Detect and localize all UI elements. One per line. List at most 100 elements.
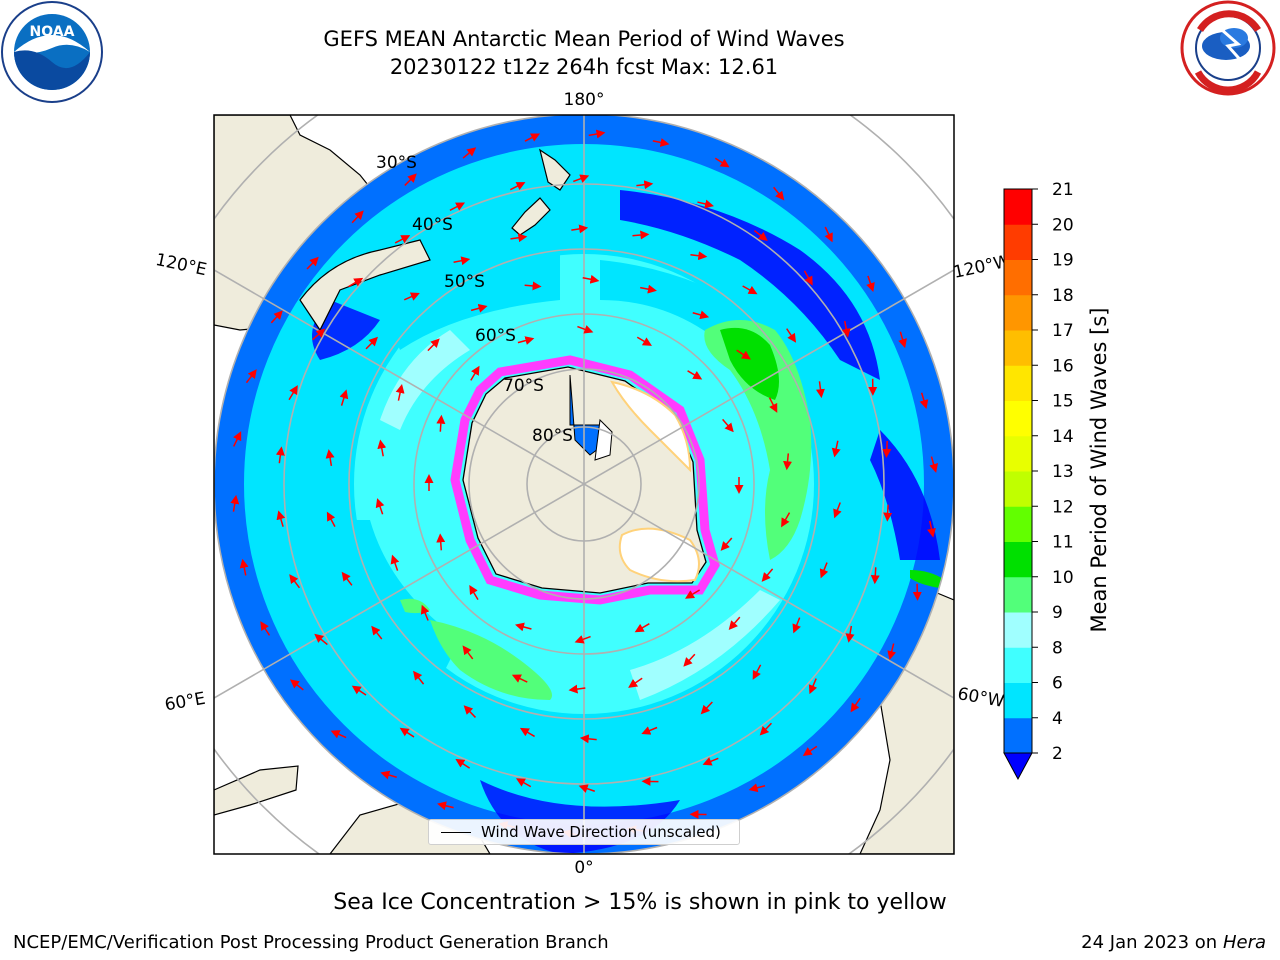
wind-wave-arrow bbox=[436, 414, 446, 432]
wind-wave-arrow bbox=[898, 331, 907, 349]
wind-wave-arrow bbox=[371, 625, 383, 640]
lon-label-180: 180° bbox=[564, 90, 605, 110]
wind-wave-arrow bbox=[470, 303, 488, 313]
footer-date: 24 Jan 2023 on Hera bbox=[1081, 932, 1266, 953]
wind-wave-arrow bbox=[289, 679, 304, 691]
wind-wave-arrow bbox=[702, 757, 719, 766]
wind-wave-arrow bbox=[783, 453, 793, 471]
graticule bbox=[214, 115, 954, 854]
wind-wave-arrow bbox=[239, 558, 249, 576]
land-in-disc bbox=[299, 148, 571, 332]
wind-wave-arrow bbox=[524, 133, 541, 142]
wind-wave-arrow bbox=[722, 418, 734, 433]
wind-wave-arrow bbox=[753, 229, 768, 241]
wind-wave-arrow bbox=[687, 370, 703, 380]
lat-label-60s: 60°S bbox=[475, 326, 516, 346]
colorbar-segment bbox=[1004, 294, 1032, 331]
wind-wave-arrow bbox=[700, 701, 713, 715]
footer-branch: NCEP/EMC/Verification Post Processing Pr… bbox=[13, 932, 609, 953]
wind-wave-arrow bbox=[404, 173, 417, 186]
wind-wave-arrow bbox=[831, 440, 841, 458]
wind-wave-arrow bbox=[509, 182, 526, 191]
colorbar-segment bbox=[1004, 541, 1032, 578]
wind-wave-arrow bbox=[636, 180, 654, 190]
wind-wave-arrow bbox=[462, 645, 474, 660]
wind-wave-arrow bbox=[736, 349, 751, 360]
wind-wave-arrow bbox=[455, 758, 471, 769]
wind-wave-arrow bbox=[685, 589, 700, 599]
wind-wave-arrow bbox=[395, 384, 405, 401]
colorbar-tick-label: 4 bbox=[1052, 709, 1063, 729]
wind-wave-arrow bbox=[470, 365, 480, 381]
wind-wave-arrow bbox=[786, 328, 797, 343]
wind-wave-arrow bbox=[377, 439, 387, 457]
wind-wave-arrow bbox=[577, 325, 594, 334]
wind-wave-arrow bbox=[929, 456, 938, 473]
wind-wave-arrow bbox=[230, 494, 240, 512]
footer-machine: Hera bbox=[1222, 932, 1266, 953]
colorbar-segment bbox=[1004, 647, 1032, 683]
colorbar-tick-label: 18 bbox=[1052, 286, 1074, 306]
wind-wave-arrow bbox=[579, 734, 597, 744]
wind-wave-arrow bbox=[469, 585, 479, 600]
wind-wave-arrow bbox=[574, 635, 591, 644]
wind-wave-arrow bbox=[453, 256, 471, 266]
lon-label-120w: 120°W bbox=[952, 251, 1013, 283]
noaa-logo-text: NOAA bbox=[30, 24, 75, 40]
wind-wave-arrow bbox=[330, 730, 347, 739]
wind-wave-arrow bbox=[632, 230, 650, 240]
wind-wave-arrow bbox=[515, 778, 532, 788]
sea-ice-note: Sea Ice Concentration > 15% is shown in … bbox=[333, 890, 947, 915]
wind-wave-arrow bbox=[571, 224, 589, 234]
colorbar-tick-label: 10 bbox=[1052, 568, 1074, 588]
wind-wave-arrow bbox=[927, 520, 936, 538]
wind-wave-arrow bbox=[841, 320, 851, 338]
wind-wave-arrow bbox=[403, 292, 420, 301]
wind-wave-arrow bbox=[720, 537, 733, 551]
wind-wave-arrow bbox=[690, 251, 708, 261]
lat-label-80s: 80°S bbox=[532, 426, 573, 446]
wind-wave-arrow bbox=[714, 157, 730, 168]
wind-wave-arrow bbox=[524, 281, 542, 291]
colorbar-segment bbox=[1004, 717, 1032, 754]
wind-wave-arrow bbox=[449, 202, 466, 211]
wind-wave-arrow bbox=[919, 392, 929, 410]
wind-wave-arrow bbox=[519, 727, 535, 738]
wind-wave-arrow bbox=[683, 653, 696, 667]
wind-wave-arrow bbox=[233, 431, 242, 447]
colorbar-segment bbox=[1004, 435, 1032, 472]
colorbar-tick-label: 16 bbox=[1052, 356, 1074, 376]
colorbar-tick-label: 15 bbox=[1052, 392, 1074, 412]
wind-wave-arrow bbox=[819, 562, 829, 579]
wind-wave-arrow bbox=[866, 275, 875, 292]
colorbar-segment bbox=[1004, 189, 1032, 225]
wind-wave-arrow bbox=[365, 336, 378, 350]
wind-wave-arrow bbox=[628, 677, 643, 688]
wind-wave-arrow bbox=[351, 685, 367, 696]
wind-wave-arrow bbox=[748, 783, 766, 793]
wind-wave-arrow bbox=[815, 381, 825, 399]
wind-wave-arrow bbox=[325, 449, 335, 466]
chart-subtitle: 20230122 t12z 264h fcst Max: 12.61 bbox=[389, 55, 779, 79]
wind-wave-arrow bbox=[640, 284, 657, 294]
wind-wave-arrow bbox=[511, 674, 528, 683]
wind-wave-arrow bbox=[882, 440, 892, 458]
wind-wave-arrow bbox=[420, 604, 430, 621]
colorbar-under-triangle bbox=[1003, 752, 1033, 781]
wind-wave-arrow bbox=[436, 533, 446, 551]
wind-wave-arrow bbox=[260, 621, 271, 636]
wind-wave-arrow bbox=[390, 554, 400, 571]
colorbar-tick-label: 19 bbox=[1052, 251, 1074, 271]
wind-wave-arrow bbox=[588, 129, 606, 139]
wind-wave-arrow bbox=[634, 623, 650, 633]
colorbar-tick-label: 17 bbox=[1052, 321, 1074, 341]
lat-label-30s: 30°S bbox=[376, 153, 417, 173]
legend-line-swatch bbox=[441, 831, 471, 833]
colorbar-segment bbox=[1004, 612, 1032, 648]
wind-wave-arrow bbox=[808, 678, 818, 695]
colorbar-segment bbox=[1004, 506, 1032, 542]
lon-label-0: 0° bbox=[574, 858, 593, 878]
legend-label: Wind Wave Direction (unscaled) bbox=[481, 823, 721, 841]
map-legend: Wind Wave Direction (unscaled) bbox=[428, 819, 740, 845]
